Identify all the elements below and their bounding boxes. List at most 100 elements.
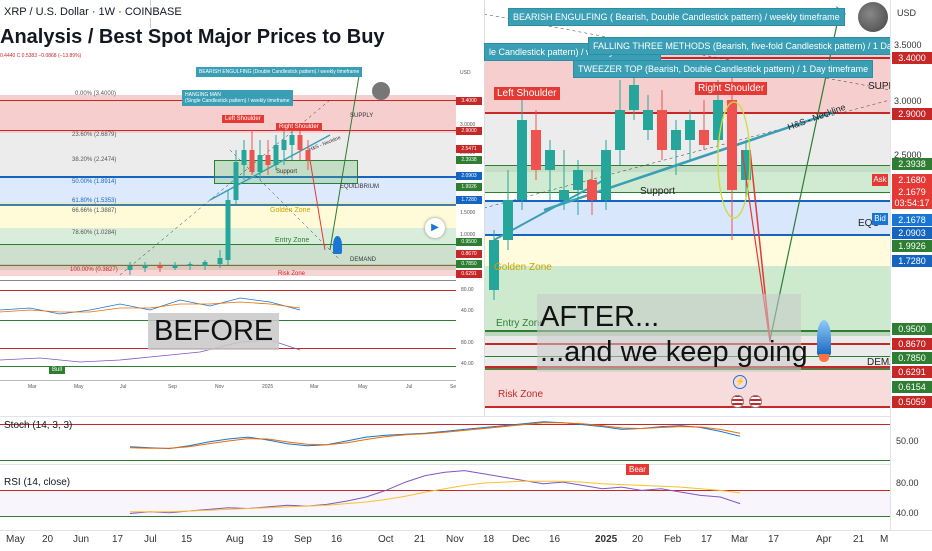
before-fib-4: 61.80% (1.5353) [72, 198, 117, 204]
before-equilibrium-label: EQUILIBRIUM [340, 184, 380, 190]
candle-body [127, 266, 133, 270]
before-price-tag: 1.9926 [456, 183, 482, 191]
rsi-label: RSI (14, close) [4, 477, 71, 488]
before-price-tag: 2.9000 [456, 127, 482, 135]
before-fib-1: 23.60% (2.6879) [72, 132, 117, 138]
price-tag: 1.7280 [892, 255, 932, 267]
price-tag: 0.6291 [892, 366, 932, 378]
candle-body [517, 120, 527, 200]
support-label: Support [640, 186, 676, 197]
before-price-tag: 3.4000 [456, 97, 482, 105]
before-label: BEFORE [148, 313, 280, 350]
rsi-ma-line [130, 480, 741, 513]
demand-partial-label: DEMA [867, 357, 896, 368]
candle-body [545, 150, 555, 170]
equilibrium-partial-label: EQU [858, 218, 880, 229]
candle-body [289, 135, 295, 145]
candle-body [257, 155, 263, 172]
candle-body [531, 130, 541, 170]
before-fib-0: 0.00% (3.4000) [75, 91, 117, 97]
before-left-shoulder: Left Shoulder [222, 115, 264, 123]
bid-badge: Bid [872, 213, 888, 225]
candle-body [727, 100, 737, 190]
candle-body [741, 150, 751, 180]
before-hanging-man-title: HANGING MAN [185, 92, 221, 98]
candle-body [587, 180, 597, 200]
x-tick: Jul [144, 534, 157, 545]
before-x-tick: Jul [120, 384, 127, 390]
before-ohlc: 0.4440 C 0.5383 −0.0868 (−13.89%) [0, 53, 82, 59]
golden-zone-label: Golden Zone [494, 262, 552, 273]
rsi-tick-40: 40.00 [896, 508, 919, 518]
price-tag: 2.1678 [892, 214, 932, 226]
candle-body [559, 190, 569, 200]
x-tick: Nov [446, 534, 464, 545]
time-axis[interactable] [0, 530, 932, 551]
x-tick: 17 [112, 534, 124, 545]
before-price-tag: 1.7280 [456, 196, 482, 204]
before-price-tag: 2.0903 [456, 172, 482, 180]
candle-body [305, 150, 311, 160]
before-fib-2: 38.20% (2.2474) [72, 157, 117, 163]
before-x-tick: May [74, 384, 84, 390]
symbol-info[interactable]: XRP / U.S. Dollar · 1W · COINBASE [4, 6, 182, 18]
candle-body [142, 265, 148, 268]
candle-body [643, 110, 653, 130]
before-price-tag: 0.9500 [456, 238, 482, 246]
candle-body [281, 140, 287, 150]
before-tick-25: 2.5000 [460, 150, 476, 156]
before-osc-tick-40a: 40.00 [461, 308, 474, 314]
before-line-29 [0, 130, 456, 131]
right-shoulder-label: Right Shoulder [695, 82, 768, 95]
after-label-2: ...and we keep going [540, 336, 808, 368]
rsi-panel[interactable] [0, 464, 890, 531]
before-entry-zone-label: Entry Zone [275, 237, 310, 244]
tick-25: 2.5000 [894, 150, 922, 160]
price-tag: 1.9926 [892, 240, 932, 252]
price-tag: 0.6154 [892, 381, 932, 393]
before-risk-zone [0, 264, 456, 276]
before-osc-band-top [0, 290, 456, 291]
before-fib-5: 66.66% (1.3887) [72, 208, 117, 214]
before-moon-icon [372, 82, 390, 100]
x-tick: Aug [226, 534, 244, 545]
lightning-icon[interactable]: ⚡ [733, 375, 747, 389]
before-price-tag: 2.3938 [456, 156, 482, 164]
before-tick-1: 1.0000 [460, 232, 476, 238]
price-tag: 2.1679 [892, 186, 932, 198]
candle-body [601, 150, 611, 200]
before-price-tag: 2.5471 [456, 145, 482, 153]
x-tick: 17 [701, 534, 713, 545]
before-rsi-band-bottom [0, 366, 456, 367]
x-tick: Oct [378, 534, 394, 545]
risk-zone-band [484, 366, 890, 408]
moon-icon [858, 2, 888, 32]
rsi-oversold-line [0, 516, 890, 517]
candle-body [657, 110, 667, 150]
candle-body [685, 120, 695, 140]
x-tick: 2025 [595, 534, 618, 545]
stoch-panel[interactable] [0, 416, 890, 465]
x-tick: 21 [853, 534, 865, 545]
x-tick: 21 [414, 534, 426, 545]
candle-body [249, 150, 255, 172]
price-tag: 2.0903 [892, 227, 932, 239]
stoch-label: Stoch (14, 3, 3) [4, 420, 73, 431]
before-demand-label: DEMAND [350, 257, 377, 263]
candle-body [233, 162, 239, 200]
before-bearish-engulfing-callout: BEARISH ENGULFING (Double Candlestick pa… [196, 67, 363, 77]
tick-30: 3.0000 [894, 96, 922, 106]
flag-icon-2[interactable] [749, 395, 762, 408]
before-play-button[interactable]: ▶ [425, 218, 445, 238]
before-price-tag: 0.7850 [456, 260, 482, 268]
candle-body [225, 200, 231, 260]
before-x-tick: Nov [215, 384, 224, 390]
flame-icon [819, 354, 829, 362]
price-tag: 0.5059 [892, 396, 932, 408]
before-x-tick: Se [450, 384, 457, 390]
x-tick: 15 [181, 534, 193, 545]
x-tick: Mar [731, 534, 749, 545]
entry-zone-label: Entry Zone [496, 318, 545, 329]
price-tag: 0.8670 [892, 338, 932, 350]
flag-icon-1[interactable] [731, 395, 744, 408]
